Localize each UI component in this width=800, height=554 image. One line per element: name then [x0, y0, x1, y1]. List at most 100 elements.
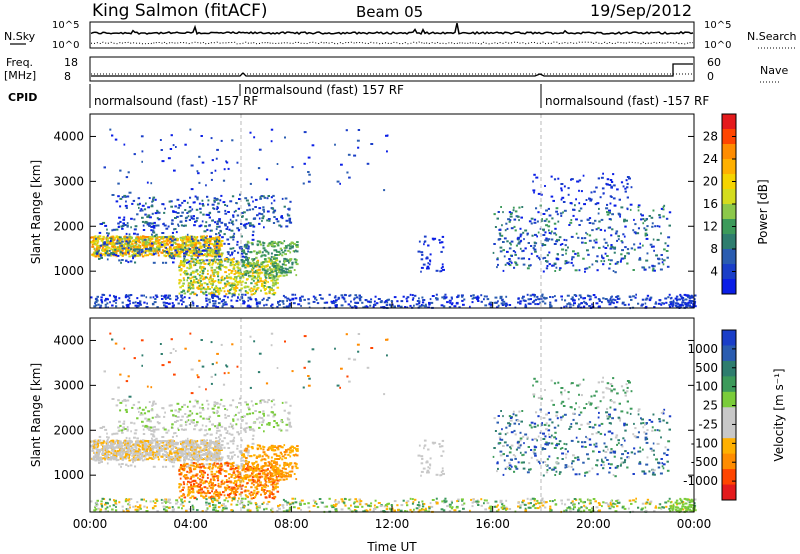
power-echo [652, 265, 656, 268]
power-echo [232, 293, 236, 296]
power-echo [242, 261, 246, 264]
power-echo [609, 259, 613, 262]
power-echo [217, 245, 221, 248]
power-echo [501, 299, 503, 302]
power-echo [393, 305, 396, 308]
power-echo [674, 297, 678, 300]
velocity-echo [110, 440, 114, 443]
power-echo [500, 302, 503, 305]
power-echo [158, 243, 161, 245]
power-echo [240, 223, 243, 225]
power-echo [112, 239, 116, 242]
power-echo [213, 197, 216, 200]
power-echo [218, 234, 221, 237]
velocity-echo [213, 449, 216, 452]
power-echo [238, 267, 241, 270]
power-echo [151, 253, 154, 256]
velocity-echo [224, 428, 227, 431]
power-echo [122, 222, 125, 225]
power-echo [638, 257, 642, 260]
velocity-echo [170, 426, 173, 429]
power-echo [247, 257, 250, 260]
velocity-echo [133, 443, 136, 446]
power-echo [191, 284, 195, 287]
power-echo [506, 227, 509, 230]
power-echo [165, 255, 168, 257]
velocity-echo [141, 413, 144, 416]
power-echo [226, 226, 229, 229]
power-echo [166, 243, 170, 246]
power-echo [355, 296, 359, 299]
power-echo [226, 260, 230, 263]
power-echo [601, 256, 604, 259]
velocity-echo [130, 440, 133, 443]
power-echo [624, 225, 627, 228]
power-echo [517, 301, 520, 304]
power-echo [387, 298, 390, 301]
power-echo [624, 255, 627, 258]
power-echo [132, 301, 135, 304]
power-echo [144, 220, 148, 223]
power-echo [280, 268, 283, 271]
velocity-echo [202, 449, 204, 452]
power-echo [167, 252, 171, 255]
nsearch-label: N.Search [747, 30, 797, 43]
power-echo [418, 302, 421, 305]
power-echo [105, 236, 108, 239]
velocity-echo [112, 443, 116, 446]
power-echo [118, 238, 122, 241]
power-echo [654, 302, 658, 305]
power-echo [333, 296, 337, 299]
power-echo [450, 296, 453, 299]
velocity-echo [195, 451, 198, 453]
power-echo [222, 264, 224, 267]
power-echo [227, 282, 231, 285]
power-echo [300, 304, 302, 307]
power-echo [171, 305, 175, 308]
power-echo [206, 195, 209, 198]
power-echo [274, 249, 278, 252]
power-echo [256, 286, 260, 289]
power-echo [151, 237, 154, 240]
power-echo [483, 295, 486, 298]
power-echo [206, 283, 209, 286]
power-echo [276, 163, 279, 165]
power-echo [253, 250, 256, 253]
power-echo [248, 275, 251, 278]
power-echo [628, 295, 632, 298]
power-echo [507, 263, 510, 265]
power-echo [270, 273, 273, 276]
power-echo [210, 259, 214, 262]
power-echo [202, 243, 206, 246]
power-echo [93, 252, 96, 255]
power-echo [201, 272, 204, 275]
power-echo [127, 242, 130, 245]
power-echo [506, 250, 509, 253]
velocity-echo [211, 459, 214, 462]
velocity-echo [204, 440, 207, 443]
power-echo [581, 237, 584, 240]
power-echo [547, 225, 551, 228]
power-echo [209, 238, 213, 241]
power-echo [95, 297, 98, 300]
power-echo [142, 229, 146, 231]
power-echo [111, 304, 114, 307]
velocity-echo [122, 447, 126, 450]
velocity-echo [156, 441, 159, 444]
power-echo [254, 269, 257, 272]
velocity-echo [155, 450, 159, 453]
velocity-echo [138, 445, 142, 448]
power-echo [216, 223, 219, 225]
velocity-echo [118, 453, 121, 456]
power-echo [194, 245, 197, 248]
power-echo [284, 197, 288, 200]
cpid-segment-3: normalsound (fast) -157 RF [545, 94, 709, 108]
power-echo [95, 237, 97, 240]
colorbar-tick-label: 8 [710, 242, 718, 256]
power-echo [555, 233, 558, 236]
power-echo [245, 218, 248, 221]
power-echo [668, 303, 671, 306]
power-echo [652, 209, 655, 212]
power-echo [267, 286, 271, 289]
